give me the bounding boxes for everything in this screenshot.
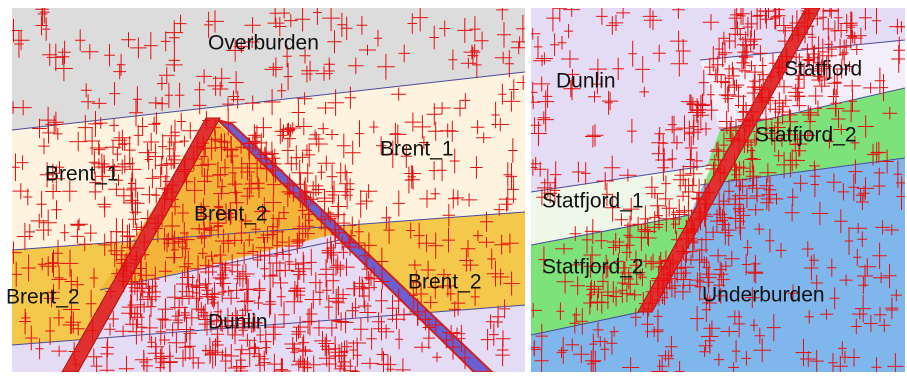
scene: Overburden Brent_1 Brent_1 Brent_2 Brent… bbox=[0, 0, 907, 376]
page: Overburden Brent_1 Brent_1 Brent_2 Brent… bbox=[0, 0, 907, 376]
layer-label: Brent_2 bbox=[6, 286, 80, 309]
layer-label: Brent_2 bbox=[194, 203, 268, 226]
layer-label: Statfjord_1 bbox=[542, 190, 644, 213]
layer-label: Dunlin bbox=[556, 70, 616, 93]
layer-label: Brent_1 bbox=[380, 138, 454, 161]
layer-label: Dunlin bbox=[208, 311, 268, 334]
layer-label: Statfjord bbox=[784, 58, 862, 81]
layer-label: Statfjord_2 bbox=[755, 124, 857, 147]
layer-label: Underburden bbox=[702, 284, 825, 307]
layer-label: Overburden bbox=[208, 32, 319, 55]
layer-label: Brent_1 bbox=[45, 163, 119, 186]
layer-label: Statfjord_2 bbox=[542, 256, 644, 279]
right-panel bbox=[524, 0, 907, 376]
layer-label: Brent_2 bbox=[408, 271, 482, 294]
